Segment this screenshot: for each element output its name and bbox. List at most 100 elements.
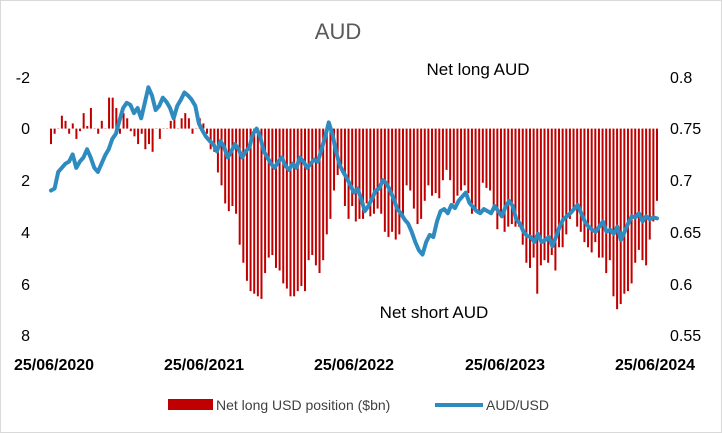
bar [532,128,535,258]
bar [82,113,85,129]
bar [525,128,528,263]
bar [416,128,419,225]
bar [285,128,288,289]
bar [630,128,633,284]
right-tick-label: 0.6 [670,277,692,294]
bar [343,128,346,206]
left-tick-label: 4 [21,225,30,242]
bar [481,128,484,183]
right-tick-label: 0.7 [670,173,692,190]
bar [231,128,234,206]
bar [503,128,506,232]
bar [514,128,517,227]
bar [492,128,495,212]
bar [558,128,561,248]
bar [340,128,343,165]
bar [329,128,332,219]
bar [626,128,629,292]
bar [467,128,470,194]
bar [354,128,357,222]
bar [648,128,651,240]
legend-swatch-bars [168,399,213,410]
bar [652,128,655,222]
bar [86,126,89,129]
bar [253,128,256,294]
bar [547,128,550,263]
bar [485,128,488,188]
bar [122,113,125,129]
bar [619,128,622,305]
bar [412,128,415,209]
bar [274,128,277,268]
bar [169,120,172,129]
bar [144,128,147,150]
bar [213,128,216,152]
bar [529,128,531,268]
bar [314,128,317,266]
bar [206,128,209,134]
bar [296,128,299,292]
bar [187,118,190,129]
bar [634,128,637,263]
bar [441,128,444,181]
bar [405,128,408,186]
bar [372,128,375,214]
bar [264,128,267,274]
bar [325,128,328,235]
left-tick-label: -2 [16,70,30,87]
bar [463,128,466,186]
bar [561,128,564,248]
right-axis-ticks: 0.8 0.75 0.7 0.65 0.6 0.55 [670,70,701,345]
bar [427,128,430,186]
bar [318,128,321,274]
bar [267,128,270,258]
bar [256,128,259,297]
bar [470,128,473,214]
bar [347,128,350,219]
bar [387,128,390,237]
bar [293,128,296,297]
aud-usd-line-layer [49,85,659,257]
bar [271,128,274,256]
bar [597,128,600,258]
bar [307,128,310,261]
bar [507,128,510,227]
left-tick-label: 2 [21,173,30,190]
bar [594,128,597,243]
aud-usd-line [49,85,659,257]
bar [612,128,615,297]
left-tick-label: 8 [21,328,30,345]
bar [536,128,539,294]
bar [452,128,455,204]
bar [173,118,176,129]
bar [394,128,397,240]
bar [50,128,52,145]
bar [543,128,546,261]
bar [521,128,524,245]
bar [645,128,648,266]
bar [235,128,238,214]
right-tick-label: 0.75 [670,121,701,138]
bar [456,128,459,196]
bar [202,123,205,129]
bar [53,128,56,134]
bar [576,128,579,227]
bar [656,128,658,201]
bar [129,128,132,132]
bar [438,128,441,199]
bar [510,128,513,225]
left-tick-label: 6 [21,277,30,294]
bar [289,128,292,297]
bar [554,128,557,271]
bar [220,128,223,186]
bar [278,128,281,271]
net-long-usd-bars [50,97,658,310]
bar [191,128,194,134]
bar [434,128,437,194]
left-tick-label: 0 [21,121,30,138]
bar [568,128,571,219]
bar [616,128,619,310]
annotation-net-long: Net long AUD [427,60,530,79]
bar [496,128,499,230]
